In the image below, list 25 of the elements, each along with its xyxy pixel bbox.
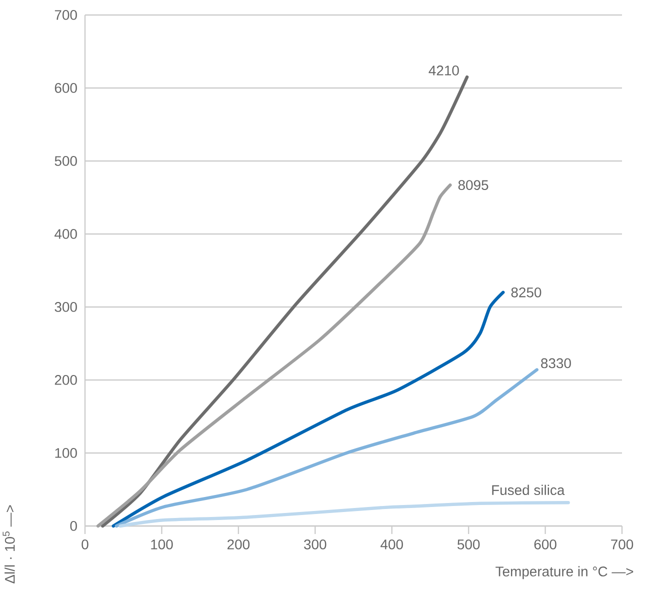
y-tick-label: 100 xyxy=(55,448,77,458)
y-tick-label: 600 xyxy=(54,83,77,93)
x-tick-label: 600 xyxy=(534,539,556,550)
series-label: 8330 xyxy=(541,358,571,368)
x-tick-label: 100 xyxy=(151,539,173,550)
series-label: 8250 xyxy=(511,287,542,298)
series-label: 8095 xyxy=(458,180,488,190)
x-tick-label: 300 xyxy=(304,539,326,550)
series-label: Fused silica xyxy=(492,484,565,496)
y-axis-title: Δl/l · 10$^{5}$ —> xyxy=(2,505,15,584)
y-tick-label: 300 xyxy=(54,302,77,312)
x-tick-label: 500 xyxy=(458,539,480,550)
y-tick-label: 700 xyxy=(54,10,77,20)
x-tick-label: 400 xyxy=(380,539,403,550)
y-tick-label: 200 xyxy=(54,375,77,385)
x-axis-title: Temperature in °C —> xyxy=(496,566,634,580)
x-tick-label: 700 xyxy=(611,539,634,550)
y-tick-label: 500 xyxy=(54,156,77,166)
y-tick-label: 0 xyxy=(70,521,77,531)
y-tick-label: 400 xyxy=(54,229,77,239)
x-tick-label: 0 xyxy=(82,539,88,550)
line-series xyxy=(96,183,452,528)
x-tick-label: 200 xyxy=(228,539,250,550)
series-label: 4210 xyxy=(428,66,459,76)
line-series xyxy=(118,501,570,528)
